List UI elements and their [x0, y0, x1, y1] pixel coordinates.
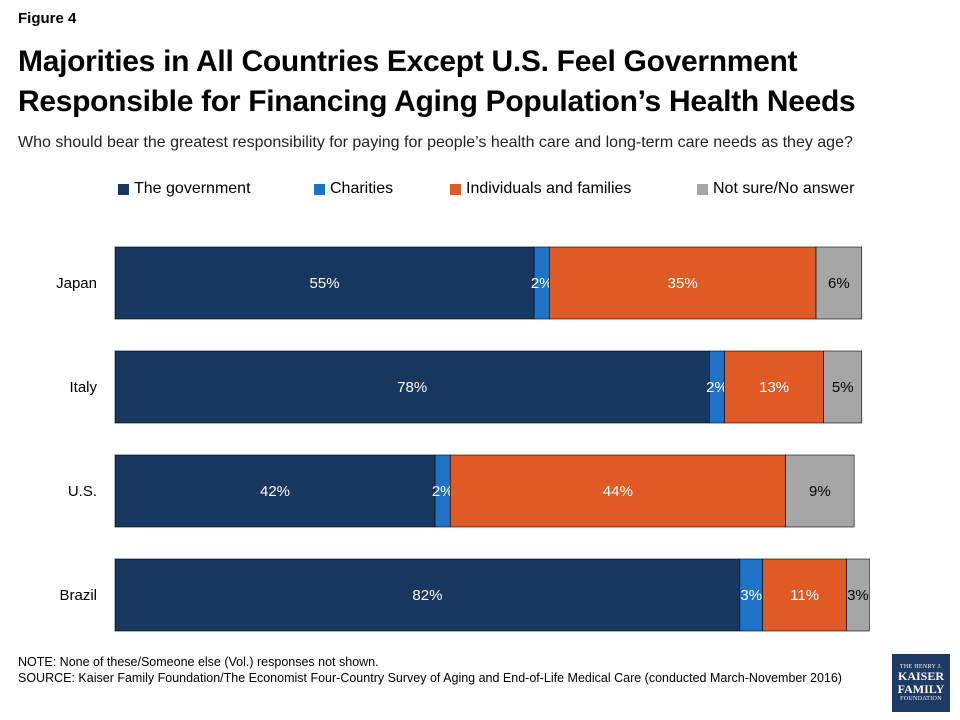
- category-label-japan: Japan: [56, 275, 97, 292]
- legend-label-charities: Charities: [330, 180, 394, 197]
- bar-italy-individuals: [724, 350, 824, 424]
- data-label-u-s-charities: 2%: [432, 483, 454, 500]
- data-label-italy-charities: 2%: [706, 379, 728, 396]
- chart-legend: The government Charities Individuals and…: [0, 180, 960, 202]
- footnote: NOTE: None of these/Someone else (Vol.) …: [18, 655, 379, 669]
- bar-u-s-government: [114, 454, 436, 528]
- source-note: SOURCE: Kaiser Family Foundation/The Eco…: [18, 671, 842, 685]
- legend-label-government: The government: [134, 180, 251, 197]
- bar-japan-individuals: [549, 246, 817, 320]
- data-label-brazil-not-sure: 3%: [847, 587, 869, 604]
- bar-u-s-individuals: [449, 454, 786, 528]
- logo-line-2: KAISER: [897, 669, 944, 683]
- figure-label: Figure 4: [18, 10, 77, 27]
- category-label-u-s: U.S.: [68, 483, 97, 500]
- legend-item-government: The government: [118, 180, 251, 198]
- bar-japan-not-sure: [815, 246, 863, 320]
- logo-line-1: THE HENRY J.: [899, 664, 943, 670]
- legend-swatch-individuals: [450, 183, 461, 195]
- data-label-brazil-charities: 3%: [740, 587, 762, 604]
- data-label-italy-not-sure: 5%: [832, 379, 854, 396]
- bar-u-s-not-sure: [785, 454, 855, 528]
- legend-label-individuals: Individuals and families: [466, 180, 632, 197]
- bar-brazil-individuals: [762, 558, 847, 632]
- kaiser-family-foundation-logo: THE HENRY J. KAISER FAMILY FOUNDATION: [892, 654, 950, 712]
- category-label-brazil: Brazil: [59, 587, 97, 604]
- bar-italy-government: [114, 350, 710, 424]
- legend-item-individuals: Individuals and families: [450, 180, 631, 198]
- bar-japan-government: [114, 246, 535, 320]
- chart-footer: NOTE: None of these/Someone else (Vol.) …: [18, 654, 868, 686]
- category-label-italy: Italy: [69, 379, 97, 396]
- bar-italy-not-sure: [823, 350, 863, 424]
- legend-item-charities: Charities: [314, 180, 393, 198]
- legend-swatch-not-sure: [697, 183, 708, 195]
- legend-label-not-sure: Not sure/No answer: [713, 180, 855, 197]
- chart-subtitle: Who should bear the greatest responsibil…: [18, 134, 853, 151]
- data-label-japan-charities: 2%: [531, 275, 553, 292]
- data-label-italy-government: 78%: [397, 379, 427, 396]
- bar-brazil-not-sure: [846, 558, 870, 632]
- data-label-brazil-government: 82%: [412, 587, 442, 604]
- data-label-japan-individuals: 35%: [668, 275, 698, 292]
- logo-line-3: FAMILY: [897, 682, 945, 696]
- legend-item-not-sure: Not sure/No answer: [697, 180, 854, 198]
- chart-title: Majorities in All Countries Except U.S. …: [18, 45, 856, 118]
- data-label-japan-government: 55%: [310, 275, 340, 292]
- data-label-japan-not-sure: 6%: [828, 275, 850, 292]
- data-label-u-s-not-sure: 9%: [809, 483, 831, 500]
- legend-swatch-government: [118, 183, 129, 195]
- bar-brazil-government: [114, 558, 741, 632]
- data-label-u-s-individuals: 44%: [603, 483, 633, 500]
- data-label-u-s-government: 42%: [260, 483, 290, 500]
- data-label-brazil-individuals: 11%: [790, 587, 819, 604]
- legend-swatch-charities: [314, 183, 325, 195]
- data-label-italy-individuals: 13%: [759, 379, 789, 396]
- logo-line-4: FOUNDATION: [900, 696, 942, 702]
